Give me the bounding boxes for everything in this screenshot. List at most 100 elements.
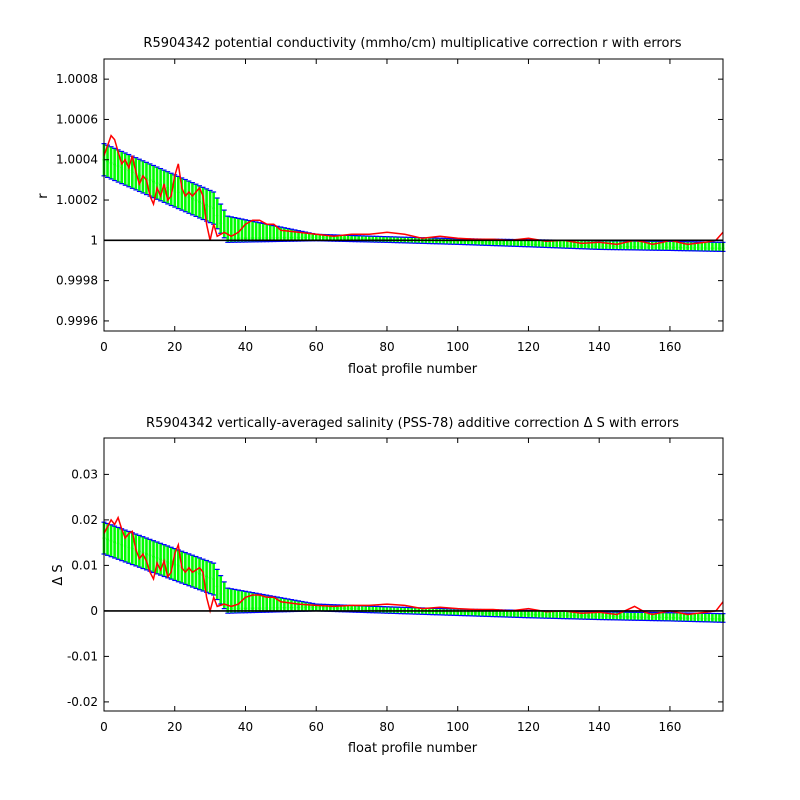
- fit-marker: [353, 607, 357, 611]
- fit-marker: [569, 244, 573, 247]
- fit-marker: [686, 616, 690, 620]
- fit-marker: [336, 606, 339, 610]
- fit-marker: [194, 571, 198, 574]
- fit-marker: [282, 236, 286, 240]
- fit-marker: [573, 244, 576, 248]
- fit-marker: [594, 244, 598, 248]
- x-tick-label: 40: [238, 340, 253, 354]
- fit-marker: [640, 245, 644, 249]
- fit-marker: [558, 613, 562, 617]
- fit-marker: [537, 243, 541, 247]
- fit-marker: [325, 236, 329, 240]
- fit-marker: [261, 606, 265, 610]
- fit-marker: [718, 246, 721, 250]
- fit-marker: [318, 236, 322, 239]
- fit-marker: [573, 614, 576, 618]
- fit-marker: [512, 612, 516, 616]
- fit-marker: [601, 245, 605, 248]
- fit-marker: [661, 616, 665, 619]
- fit-marker: [498, 241, 502, 245]
- fit-marker: [346, 607, 350, 610]
- fit-marker: [148, 553, 152, 557]
- fit-marker: [703, 246, 707, 250]
- fit-marker: [120, 166, 124, 169]
- fit-marker: [290, 606, 293, 610]
- fit-marker: [608, 245, 612, 248]
- fit-marker: [208, 205, 212, 208]
- fit-marker: [665, 616, 668, 620]
- fit-marker: [707, 617, 711, 621]
- fit-marker: [127, 545, 131, 549]
- fit-marker: [622, 615, 626, 619]
- fit-marker: [562, 243, 566, 247]
- fit-marker: [169, 561, 173, 565]
- fit-marker: [530, 243, 534, 246]
- fit-marker: [657, 245, 661, 249]
- x-tick-label: 120: [517, 720, 540, 734]
- salinity-correction-chart: R5904342 vertically-averaged salinity (P…: [51, 416, 726, 756]
- fit-marker: [516, 242, 520, 246]
- fit-marker: [576, 244, 580, 248]
- fit-marker: [523, 242, 527, 246]
- fit-marker: [116, 541, 120, 545]
- fit-marker: [258, 606, 262, 610]
- fit-marker: [222, 599, 226, 603]
- fit-marker: [364, 607, 368, 611]
- fit-marker: [339, 606, 343, 610]
- fit-marker: [597, 614, 601, 618]
- fit-marker: [215, 214, 219, 218]
- fit-marker: [152, 180, 155, 183]
- fit-marker: [325, 606, 329, 610]
- fit-marker: [275, 606, 279, 610]
- fit-marker: [194, 198, 198, 202]
- fit-marker: [474, 611, 477, 615]
- y-tick-label: 0.01: [71, 558, 98, 572]
- fit-marker: [537, 613, 541, 617]
- fit-marker: [657, 616, 661, 619]
- fit-marker: [364, 237, 368, 241]
- fit-marker: [710, 246, 714, 250]
- fit-marker: [166, 560, 170, 564]
- fit-marker: [173, 563, 177, 566]
- fit-marker: [633, 615, 636, 619]
- fit-marker: [275, 236, 279, 240]
- fit-marker: [198, 572, 201, 576]
- fit-marker: [686, 246, 690, 250]
- fit-marker: [477, 240, 481, 244]
- fit-marker: [123, 167, 127, 171]
- fit-marker: [261, 236, 265, 240]
- fit-marker: [703, 617, 707, 621]
- fit-marker: [527, 613, 530, 616]
- fit-marker: [495, 612, 499, 615]
- fit-marker: [318, 605, 322, 609]
- y-tick-label: 0.02: [71, 513, 98, 527]
- fit-marker: [343, 236, 346, 240]
- fit-marker: [495, 241, 499, 245]
- fit-marker: [512, 242, 516, 246]
- fit-marker: [590, 614, 594, 618]
- fit-marker: [187, 195, 191, 199]
- x-tick-label: 20: [167, 720, 182, 734]
- fit-marker: [120, 543, 124, 547]
- profile-estimate-line: [103, 515, 724, 616]
- fit-marker: [643, 615, 647, 619]
- fit-marker: [233, 607, 237, 610]
- fit-marker: [675, 246, 679, 249]
- fit-marker: [672, 616, 675, 620]
- fit-marker: [300, 606, 304, 609]
- fit-marker: [353, 237, 357, 240]
- fit-marker: [247, 236, 251, 240]
- fit-marker: [604, 245, 608, 248]
- fit-marker: [240, 607, 244, 610]
- fit-marker: [155, 181, 159, 185]
- fit-marker: [710, 617, 714, 621]
- fit-marker: [481, 240, 484, 244]
- fit-marker: [183, 567, 187, 570]
- fit-marker: [693, 616, 697, 620]
- fit-marker: [530, 613, 534, 617]
- fit-marker: [636, 245, 640, 249]
- fit-marker: [484, 611, 488, 615]
- fit-marker: [505, 242, 509, 245]
- x-tick-label: 0: [100, 720, 108, 734]
- fit-marker: [350, 607, 353, 611]
